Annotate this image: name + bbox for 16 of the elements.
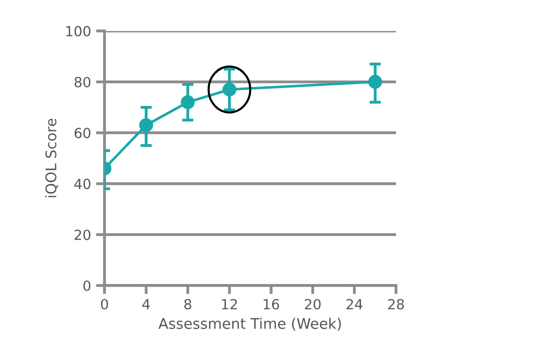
x-tick-label: 4 (142, 299, 150, 310)
x-tick-label: 0 (100, 298, 108, 310)
y-tick-label: 40 (74, 178, 90, 190)
y-tick-label: 0 (83, 280, 90, 291)
x-tick-label: 20 (304, 298, 321, 310)
x-tick-label: 8 (184, 298, 192, 310)
y-axis-title: iQOL Score (45, 118, 58, 198)
y-tick-label: 20 (74, 230, 90, 240)
y-tick-label: 80 (74, 76, 90, 88)
x-tick-label: 28 (388, 298, 404, 310)
y-tick-label: 100 (66, 26, 90, 36)
x-axis-title: Assessment Time (Week) (158, 318, 341, 331)
x-tick-label: 12 (222, 298, 237, 310)
x-tick-label: 24 (346, 298, 362, 310)
y-tick-label: 60 (74, 128, 90, 138)
x-tick-label: 16 (264, 298, 280, 310)
